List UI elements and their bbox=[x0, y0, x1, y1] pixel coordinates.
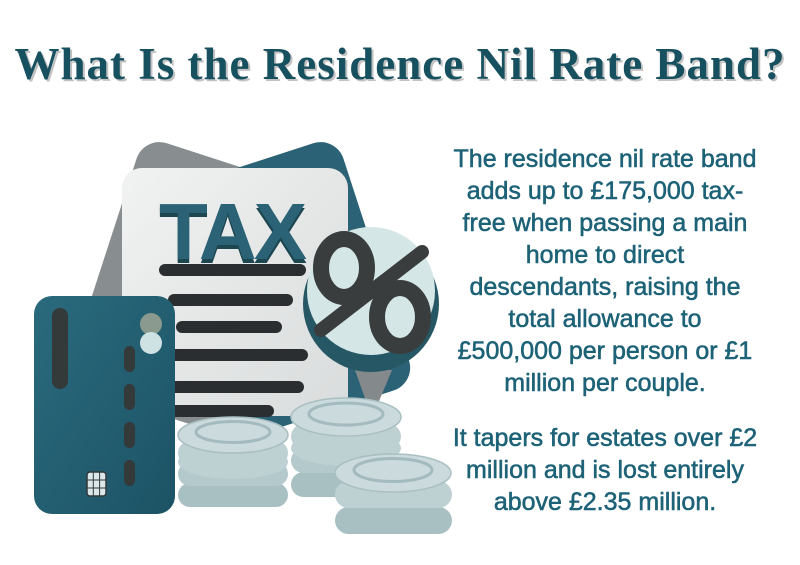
svg-text:TAX: TAX bbox=[159, 187, 307, 276]
